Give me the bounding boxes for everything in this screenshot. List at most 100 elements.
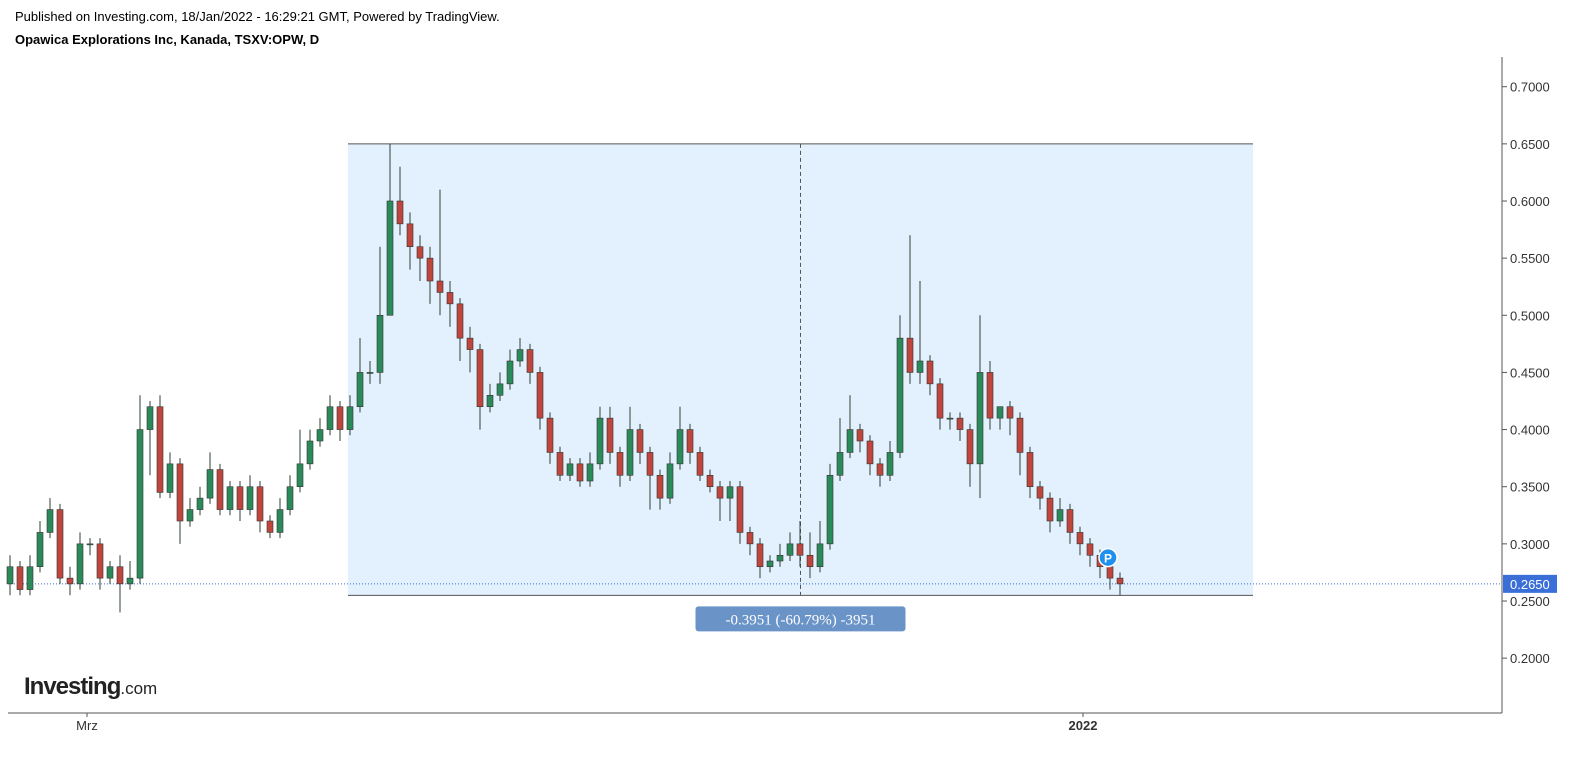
candle-body <box>136 429 144 579</box>
candle-body <box>116 566 124 585</box>
candle-body <box>406 223 414 248</box>
candle-body <box>246 486 254 510</box>
candle-body <box>346 406 354 430</box>
candle-body <box>1086 543 1094 556</box>
candle-body <box>1026 452 1034 488</box>
candle-body <box>126 577 134 585</box>
candle-body <box>296 463 304 488</box>
candle-body <box>316 429 324 442</box>
candle-body <box>796 543 804 556</box>
candle-body <box>36 532 44 568</box>
candle-body <box>756 543 764 568</box>
candle-body <box>626 429 634 476</box>
candle-body <box>276 509 284 533</box>
candle-body <box>996 406 1004 419</box>
candle-body <box>526 349 534 373</box>
y-tick-label: 0.2500 <box>1510 594 1550 609</box>
candle-body <box>356 372 364 408</box>
candle-body <box>1046 497 1054 522</box>
candle-body <box>466 337 474 350</box>
plot: -0.3951 (-60.79%) -3951 0.2000 0.2500 0.300… <box>6 80 1557 733</box>
y-tick-label: 0.4000 <box>1510 423 1550 438</box>
candle-body <box>286 486 294 510</box>
candle-body <box>1006 406 1014 419</box>
y-tick-label: 0.5000 <box>1510 308 1550 323</box>
candle-body <box>936 383 944 419</box>
candle-body <box>16 566 24 590</box>
candle-body <box>426 257 434 282</box>
candle-body <box>696 452 704 476</box>
candle-body <box>496 383 504 396</box>
candle-body <box>176 463 184 522</box>
candle-body <box>186 509 194 522</box>
candle-body <box>56 509 64 579</box>
candle-body <box>76 543 84 585</box>
logo: Investing.com <box>24 673 157 700</box>
candle-body <box>476 349 484 408</box>
candle-body <box>96 543 104 579</box>
candle-body <box>816 543 824 568</box>
candle-body <box>596 417 604 465</box>
candle-body <box>436 280 444 293</box>
candle-body <box>546 417 554 453</box>
candle-body <box>906 337 914 373</box>
candle-body <box>266 520 274 533</box>
y-tick-label: 0.6000 <box>1510 194 1550 209</box>
candle-body <box>1056 509 1064 522</box>
candle-body <box>586 463 594 482</box>
candle-body <box>576 463 584 482</box>
candle-body <box>746 532 754 545</box>
candle-body <box>66 577 74 585</box>
y-tick-label: 0.4500 <box>1510 365 1550 380</box>
candle-body <box>896 337 904 453</box>
candle-body <box>976 372 984 465</box>
candle-body <box>1076 532 1084 545</box>
candle-body <box>566 463 574 476</box>
candle-body <box>216 469 224 510</box>
y-tick-label: 0.3500 <box>1510 480 1550 495</box>
marker-label: P <box>1104 552 1112 566</box>
candle-body <box>196 497 204 510</box>
candle-body <box>336 406 344 430</box>
candle-body <box>256 486 264 522</box>
candle-body <box>856 429 864 442</box>
y-tick-label: 0.5500 <box>1510 251 1550 266</box>
candle-body <box>366 372 374 374</box>
candle-body <box>766 560 774 568</box>
candle-body <box>676 429 684 465</box>
candle-body <box>386 200 394 316</box>
candle-body <box>846 429 854 453</box>
candle-body <box>1036 486 1044 499</box>
candle-body <box>776 554 784 562</box>
logo-suffix: .com <box>120 679 157 698</box>
candle-body <box>226 486 234 510</box>
candle-body <box>986 372 994 419</box>
candle-body <box>1066 509 1074 533</box>
candle-body <box>1106 566 1114 579</box>
candle-body <box>1116 577 1124 585</box>
candle-body <box>916 360 924 373</box>
candle-body <box>716 486 724 499</box>
candle-body <box>826 474 834 545</box>
candle-body <box>706 474 714 488</box>
candle-body <box>206 469 214 499</box>
candle-body <box>376 314 384 373</box>
candle-body <box>806 554 814 568</box>
candle-body <box>886 452 894 476</box>
last-price-label: 0.2650 <box>1510 577 1550 592</box>
y-tick-label: 0.3000 <box>1510 537 1550 552</box>
x-tick-label: Mrz <box>76 718 98 733</box>
candle-body <box>146 406 154 430</box>
candle-body <box>156 406 164 493</box>
candle-body <box>446 292 454 305</box>
candle-body <box>6 566 14 585</box>
candle-body <box>646 452 654 476</box>
y-tick-label: 0.2000 <box>1510 651 1550 666</box>
candle-body <box>616 452 624 476</box>
measure-label-box <box>695 606 906 632</box>
last-price-box <box>1503 574 1557 593</box>
candle-body <box>396 200 404 225</box>
y-tick-label: 0.6500 <box>1510 137 1550 152</box>
candle-body <box>306 440 314 465</box>
